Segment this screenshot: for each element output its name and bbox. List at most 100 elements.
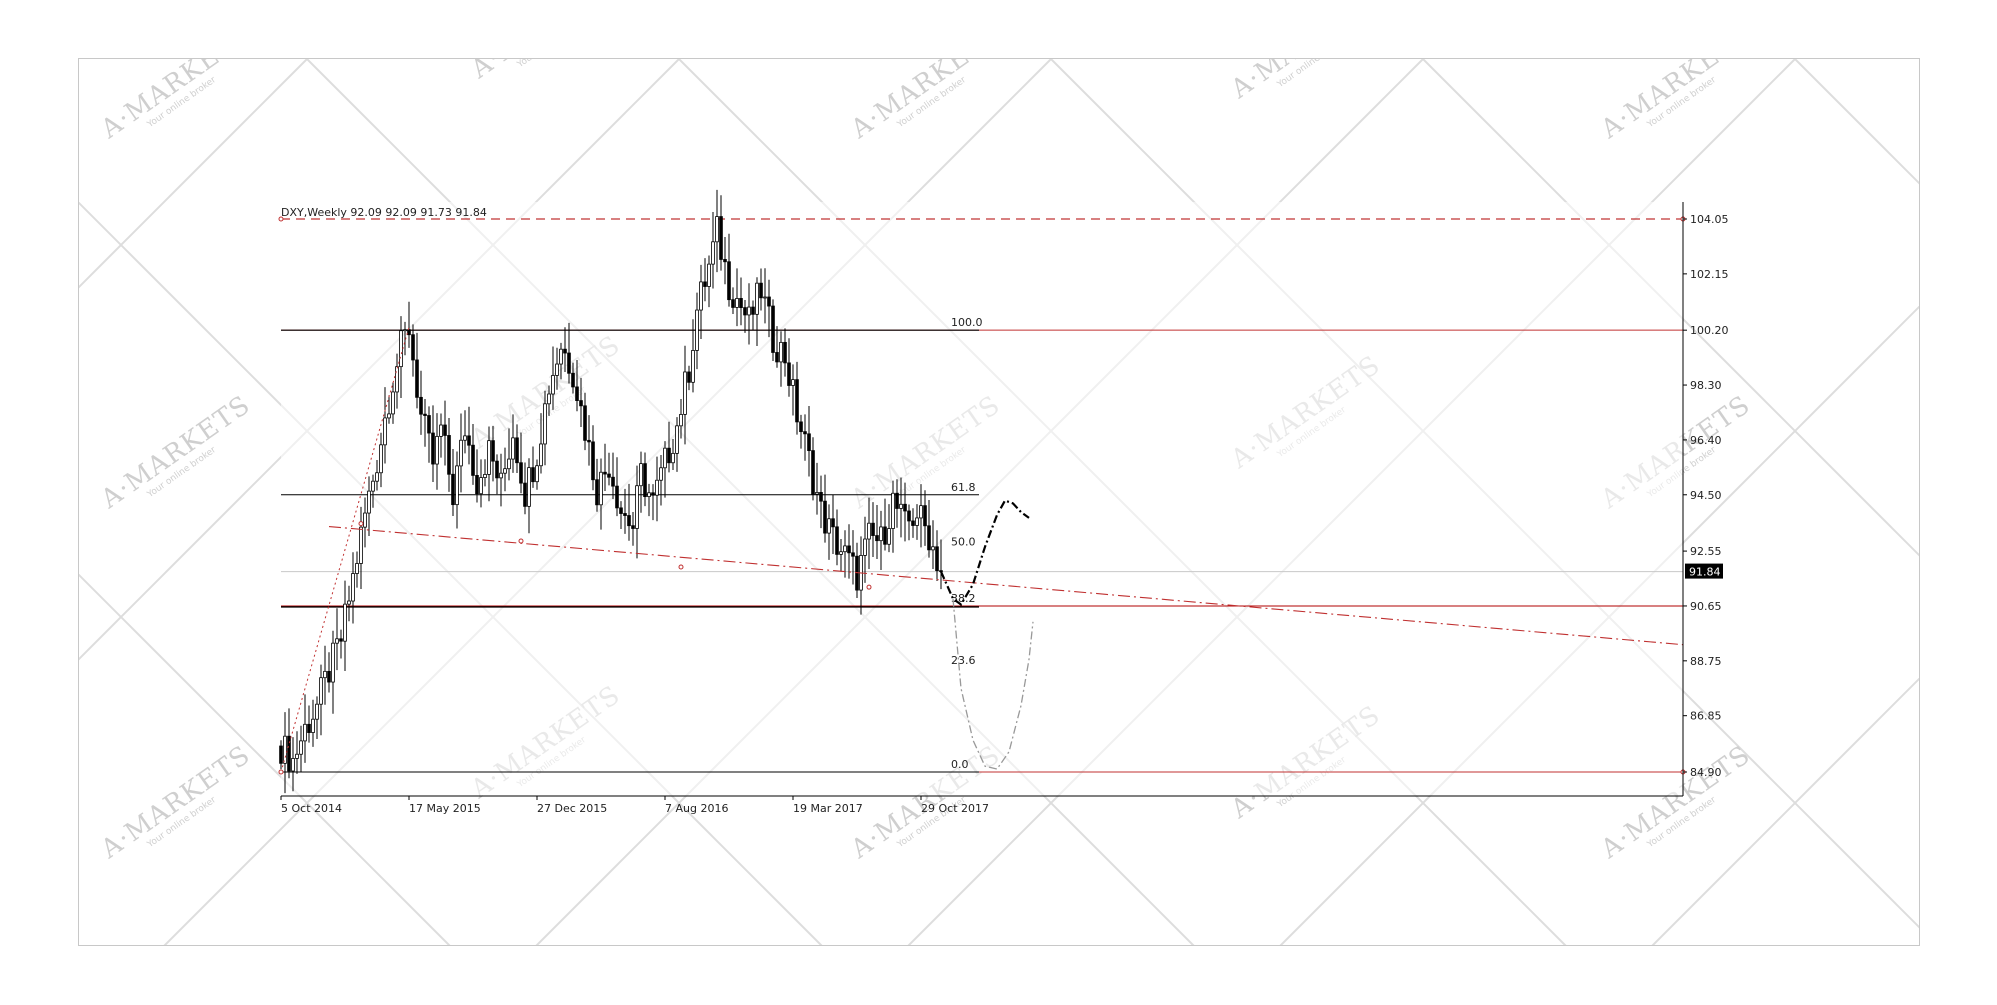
candle [783,328,787,377]
candle [923,490,927,546]
candle [483,459,487,487]
candle-body [727,261,731,301]
candle [607,452,611,486]
candle-body [795,379,799,423]
candle-body [523,482,527,507]
candle-body [491,440,495,462]
candle-body [843,545,847,553]
candle-body [375,472,379,482]
candle [743,299,747,333]
candle-body [887,528,891,545]
candle-body [335,638,339,644]
anchor-point [518,538,524,544]
candle [651,484,655,521]
candle [571,362,575,394]
candle-body [511,437,515,460]
candle-body [391,391,395,415]
candle [555,347,559,390]
candle-body [343,603,347,642]
candle [419,370,423,435]
y-tick-label: 88.75 [1690,655,1722,668]
candle-body [759,282,763,299]
candle [415,332,419,409]
candle-body [719,216,723,260]
candle-body [763,296,767,299]
candle [899,477,903,538]
y-tick-label: 92.55 [1690,545,1722,558]
candle [567,322,571,384]
candle [339,629,343,659]
candle-body [543,403,547,445]
candle-body [879,526,883,542]
candle [831,494,835,555]
candle-body [603,471,607,475]
candle [543,390,547,466]
candle [439,413,443,458]
candle [675,417,679,472]
y-tick-label: 100.20 [1690,324,1729,337]
candle-body [363,512,367,528]
candle-body [443,424,447,436]
candle [495,454,499,495]
candle [395,353,399,409]
watermark-line [79,573,451,945]
candle-body [503,468,507,474]
candle-body [903,503,907,512]
overlay-layer [278,216,1686,775]
candle [387,395,391,424]
candle-body [863,538,867,556]
candle-body [891,492,895,529]
candle [411,324,415,377]
candle-body [599,471,603,506]
candle-body [455,465,459,506]
candle-body [659,467,663,481]
candle [931,520,935,570]
candle [659,455,663,506]
fib-label: 0.0 [951,758,969,771]
candle-body [723,259,727,263]
candle [355,551,359,588]
candle [539,413,543,474]
candle-body [351,573,355,602]
candle-body [479,477,483,495]
candle-body [839,551,843,555]
watermark-brand: A·MARKETS [95,390,256,515]
y-tick-label: 98.30 [1690,379,1722,392]
candle-body [735,298,739,308]
candle-body [439,424,443,437]
candle [919,484,923,548]
candle [791,364,795,416]
candle [347,585,351,622]
candle-body [319,677,323,705]
candle [515,424,519,474]
candle [311,699,315,747]
watermark-brand: A·MARKETS [465,59,626,85]
candle [895,479,899,528]
candle-body [411,334,415,361]
candle [295,731,299,774]
candle [631,511,635,546]
watermark-line [1794,59,1919,185]
candle [903,482,907,542]
candle-body [451,473,455,506]
candle-body [583,405,587,441]
candle [319,664,323,736]
candle [491,425,495,482]
candle-body [819,492,823,502]
candle-body [519,462,523,484]
candle-body [775,352,779,363]
candle [851,530,855,585]
candle [915,504,919,540]
candle [371,474,375,508]
candle [891,480,895,553]
candle [747,283,751,345]
candle [427,406,431,463]
candle-body [623,513,627,516]
candle-body [739,298,743,309]
candle-body [383,417,387,446]
candle [671,439,675,470]
candle-body [447,435,451,475]
candle-body [883,526,887,545]
